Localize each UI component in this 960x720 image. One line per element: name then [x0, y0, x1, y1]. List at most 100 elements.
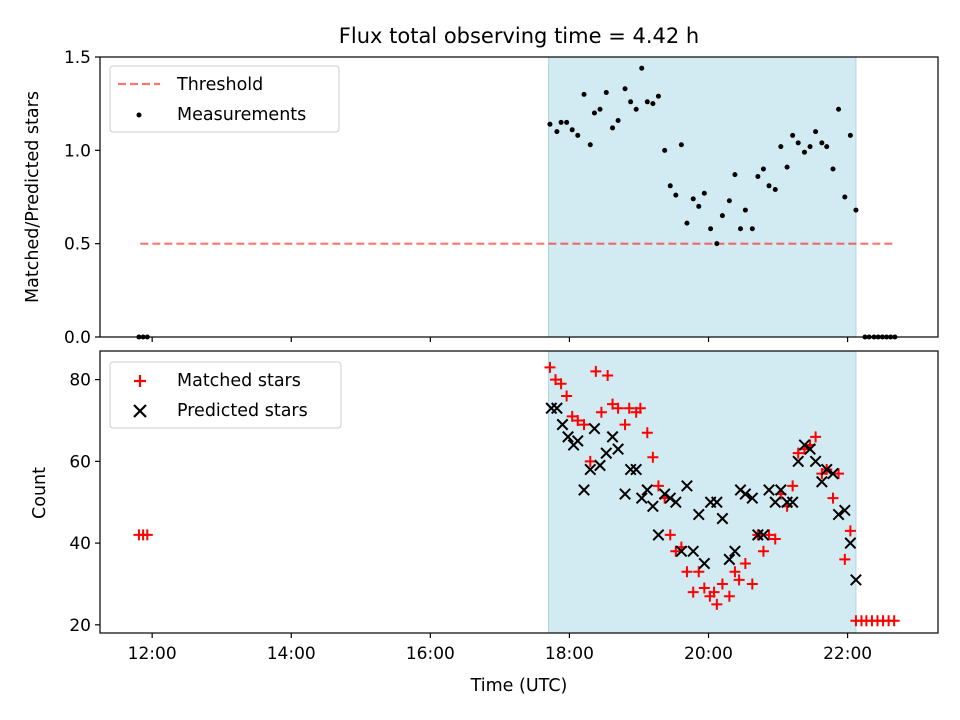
predicted-star-point — [786, 496, 799, 509]
matched-star-point — [544, 361, 556, 373]
measurement-point — [847, 132, 853, 138]
matched-star-point — [739, 558, 751, 570]
matched-star-point — [555, 378, 567, 390]
measurement-point — [554, 129, 560, 135]
y-tick-label: 1.5 — [64, 48, 91, 68]
matched-star-point — [623, 402, 635, 414]
matched-star-point — [769, 533, 781, 545]
matched-star-point — [602, 370, 614, 382]
bottom-y-axis-label: Count — [30, 467, 50, 519]
measurement-point — [547, 121, 553, 127]
matched-star-point — [687, 586, 699, 598]
measurement-point — [842, 194, 848, 200]
matched-star-point — [888, 615, 900, 627]
predicted-star-point — [838, 504, 851, 517]
measurement-point — [581, 91, 587, 97]
measurement-point — [766, 183, 772, 189]
measurement-point — [684, 220, 690, 226]
predicted-star-point — [798, 439, 811, 451]
matched-star-point — [746, 578, 758, 590]
predicted-star-point — [550, 402, 563, 415]
matched-star-point — [698, 582, 710, 594]
measurement-point — [778, 144, 784, 150]
measurement-legend-swatch — [136, 112, 142, 118]
measurement-point — [732, 172, 738, 178]
predicted-star-point — [641, 484, 654, 496]
legend-label-measurements: Measurements — [177, 105, 306, 125]
measurement-point — [819, 140, 825, 146]
matched-star-point — [833, 468, 845, 480]
measurement-point — [622, 86, 628, 92]
bottom-x-ticks: 12:00 14:00 16:00 18:00 20:00 22:00 — [128, 633, 872, 664]
y-tick-label: 80 — [69, 371, 91, 391]
y-tick-label: 1.0 — [64, 141, 91, 161]
matched-star-point — [652, 480, 664, 492]
bottom-axes-frame — [99, 350, 939, 634]
measurement-point — [772, 187, 778, 193]
measurement-point — [678, 142, 684, 148]
measurement-point — [737, 226, 743, 232]
measurement-point — [575, 132, 581, 138]
matched-star-point — [708, 586, 720, 598]
predicted-star-point — [681, 479, 693, 492]
measurement-point — [824, 144, 830, 150]
top-legend-box — [109, 65, 340, 133]
measurement-point — [807, 144, 813, 150]
bottom-legend: Matched stars Predicted stars — [109, 361, 342, 429]
matched-star-point — [607, 398, 619, 410]
matched-star-point — [716, 578, 728, 590]
measurement-point — [639, 65, 645, 71]
x-tick-label: 14:00 — [267, 644, 316, 664]
predicted-star-point — [635, 492, 648, 505]
matched-star-point — [566, 410, 578, 422]
top-x-ticks — [151, 337, 849, 342]
predicted-star-point — [664, 492, 677, 505]
x-tick-label: 22:00 — [823, 644, 872, 664]
predicted-star-point — [729, 545, 741, 558]
predicted-star-point — [652, 529, 665, 541]
predicted-star-point — [612, 443, 625, 455]
matched-star-point — [792, 447, 804, 459]
predicted-star-point — [692, 508, 705, 521]
measurement-point — [615, 117, 621, 123]
measurement-point — [760, 166, 766, 172]
measurement-point — [633, 106, 639, 112]
measurement-point — [755, 173, 761, 179]
matched-star-point — [634, 402, 646, 414]
predicted-star-point — [588, 422, 601, 435]
measurement-point — [603, 89, 609, 95]
y-tick-label: 0.5 — [64, 235, 91, 255]
predicted-star-point — [630, 463, 643, 476]
predicted-star-point — [578, 484, 590, 496]
measurement-point — [701, 190, 707, 196]
measurement-point — [801, 149, 807, 155]
bottom-predicted-points — [545, 402, 862, 586]
matched-star-point — [578, 419, 590, 431]
x-tick-label: 18:00 — [545, 644, 594, 664]
measurement-point — [644, 99, 650, 105]
predicted-star-point — [571, 435, 584, 447]
matched-star-point — [141, 529, 153, 541]
predicted-star-point — [804, 443, 816, 455]
measurement-point — [749, 226, 755, 232]
chart-title: Flux total observing time = 4.42 h — [339, 24, 699, 48]
predicted-star-point — [844, 537, 857, 549]
bottom-y-ticks: 20 40 60 80 — [69, 371, 100, 636]
top-legend: Threshold Measurements — [109, 65, 340, 133]
matched-star-point — [757, 545, 769, 557]
predicted-star-point — [606, 430, 619, 443]
matched-star-point — [681, 566, 693, 578]
measurement-point — [558, 119, 564, 125]
matched-star-point — [550, 374, 562, 386]
predicted-star-point — [556, 418, 569, 431]
matched-star-point — [664, 529, 676, 541]
measurement-point — [673, 192, 679, 198]
predicted-star-point — [716, 512, 729, 525]
legend-label-predicted: Predicted stars — [177, 401, 308, 421]
matched-star-point — [595, 406, 607, 418]
measurement-point — [742, 207, 748, 213]
matched-star-point — [641, 427, 653, 439]
predicted-star-point — [584, 463, 597, 476]
measurement-point — [597, 106, 603, 112]
measurement-point — [830, 166, 836, 172]
